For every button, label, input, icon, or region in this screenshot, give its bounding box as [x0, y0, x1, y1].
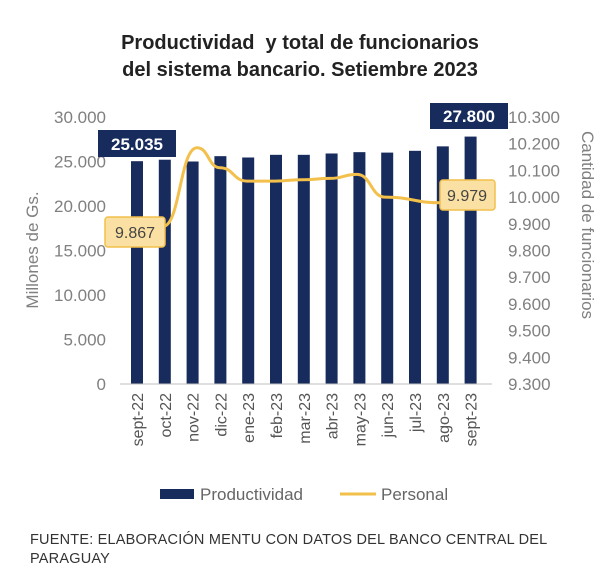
right-tick-label: 10.200 — [508, 135, 560, 154]
x-tick-label: abr-23 — [325, 393, 342, 439]
callout-first-bar: 25.035 — [98, 130, 176, 157]
x-tick-label: sept-22 — [130, 393, 147, 446]
callout-last-bar-label: 27.800 — [443, 107, 495, 126]
legend-label-personal: Personal — [381, 485, 448, 504]
right-tick-label: 9.500 — [508, 322, 551, 341]
x-tick-label: may-23 — [352, 393, 369, 446]
bar-sept-22 — [131, 161, 143, 384]
left-tick-label: 5.000 — [63, 331, 106, 350]
bar-oct-22 — [158, 159, 171, 384]
bar-jun-23 — [381, 152, 394, 384]
legend: Productividad Personal — [160, 485, 448, 504]
callout-last-line: 9.979 — [439, 179, 496, 211]
bar-nov-22 — [186, 161, 199, 384]
left-tick-label: 30.000 — [54, 108, 106, 127]
callout-first-line-label: 9.867 — [115, 225, 155, 242]
left-tick-label: 0 — [97, 375, 106, 394]
x-tick-label: nov-22 — [186, 393, 203, 442]
bar-dic-22 — [214, 156, 227, 384]
right-tick-label: 9.600 — [508, 295, 551, 314]
right-tick-label: 9.300 — [508, 375, 551, 394]
callout-first-line: 9.867 — [104, 216, 166, 248]
left-tick-label: 10.000 — [54, 286, 106, 305]
x-tick-label: ene-23 — [241, 393, 258, 443]
x-tick-label: jul-23 — [408, 393, 425, 433]
bar-sept-23 — [464, 136, 477, 384]
chart-title-line-1: Productividad y total de funcionarios — [121, 32, 479, 54]
chart-title: Productividad y total de funcionarios de… — [0, 30, 600, 84]
chart-area: 0 5.000 10.000 15.000 20.000 25.000 30.000 9.3… — [23, 103, 597, 504]
callout-first-bar-label: 25.035 — [111, 135, 163, 154]
left-tick-label: 25.000 — [54, 153, 106, 172]
left-axis-title: Millones de Gs. — [23, 191, 42, 308]
right-tick-label: 9.900 — [508, 215, 551, 234]
right-tick-label: 9.800 — [508, 242, 551, 261]
x-tick-label: sept-23 — [464, 393, 481, 446]
x-axis-ticks: sept-22 oct-22 nov-22 dic-22 ene-23 feb-23 mar… — [130, 393, 481, 446]
x-tick-label: ago-23 — [436, 393, 453, 443]
left-tick-label: 15.000 — [54, 242, 106, 261]
callout-last-bar: 27.800 — [430, 103, 508, 129]
left-tick-label: 20.000 — [54, 197, 106, 216]
left-axis-ticks: 0 5.000 10.000 15.000 20.000 25.000 30.000 — [54, 108, 106, 394]
line-series-personal — [120, 146, 470, 235]
bar-jul-23 — [409, 150, 421, 384]
x-tick-label: mar-23 — [297, 393, 314, 444]
right-tick-label: 10.300 — [508, 108, 560, 127]
legend-label-productividad: Productividad — [200, 485, 303, 504]
bar-abr-23 — [325, 153, 338, 384]
x-tick-label: dic-22 — [213, 393, 230, 437]
right-tick-label: 10.100 — [508, 161, 560, 180]
right-tick-label: 9.700 — [508, 268, 551, 287]
source-note: FUENTE: ELABORACIÓN MENTU CON DATOS DEL … — [30, 532, 547, 567]
bar-feb-23 — [270, 154, 282, 384]
chart-title-line-2: del sistema bancario. Setiembre 2023 — [122, 59, 478, 81]
right-axis-title: Cantidad de funcionarios — [578, 131, 597, 319]
bar-mar-23 — [297, 154, 310, 384]
right-tick-label: 10.000 — [508, 188, 560, 207]
legend-swatch-productividad — [160, 489, 194, 499]
right-axis-ticks: 9.300 9.400 9.500 9.600 9.700 9.800 9.900 10.00… — [508, 108, 560, 394]
bar-may-23 — [353, 152, 366, 384]
callout-last-line-label: 9.979 — [447, 188, 487, 205]
right-tick-label: 9.400 — [508, 348, 551, 367]
bar-ene-23 — [242, 157, 255, 384]
x-tick-label: oct-22 — [158, 393, 175, 438]
x-tick-label: jun-23 — [380, 393, 397, 439]
x-tick-label: feb-23 — [269, 393, 286, 438]
